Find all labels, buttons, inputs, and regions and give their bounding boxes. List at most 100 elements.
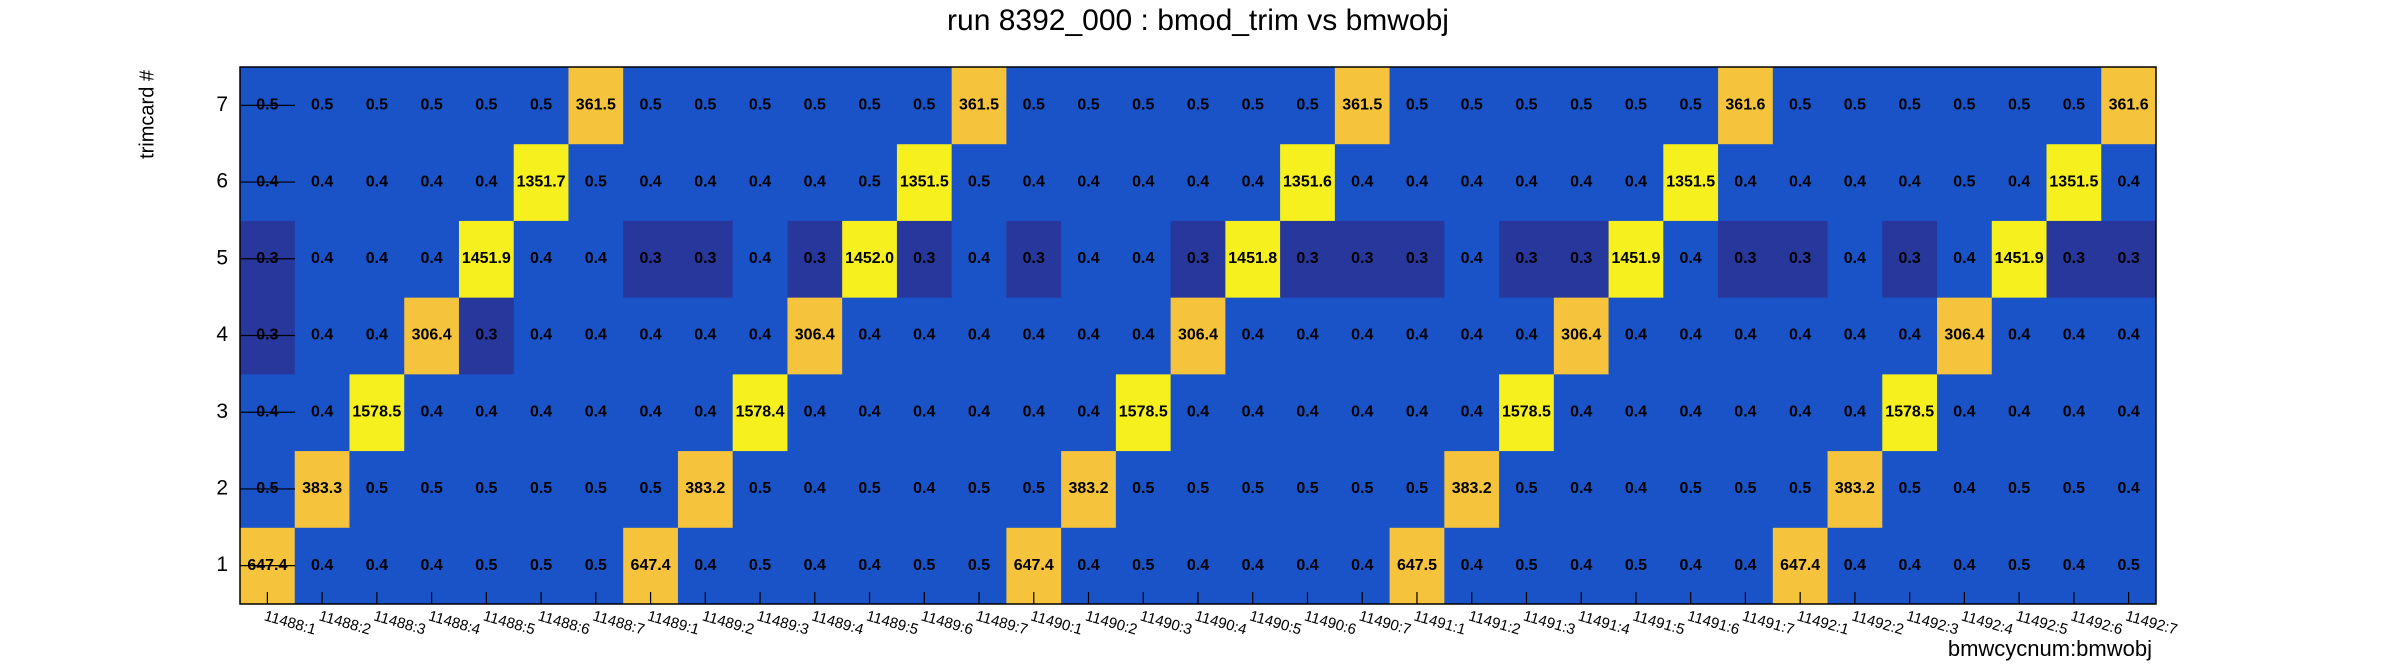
cell (2101, 527, 2157, 605)
cell-label: 0.5 (585, 173, 607, 190)
cell-label: 0.4 (1077, 557, 1099, 574)
cell (1280, 527, 1336, 605)
cell (458, 143, 515, 221)
cell-label: 0.5 (1187, 97, 1209, 114)
cell (349, 67, 405, 145)
cell (1663, 373, 1719, 452)
cell (1553, 373, 1610, 452)
cell (1937, 220, 1993, 298)
cell (623, 67, 679, 145)
cell-label: 0.5 (1734, 480, 1756, 497)
cell-label: 0.4 (1953, 480, 1975, 497)
x-tick-label: 11488:1 (262, 608, 318, 639)
cell (842, 67, 898, 145)
cell (294, 373, 350, 452)
cell-label: 0.4 (804, 403, 826, 420)
cell-label: 0.5 (1023, 480, 1045, 497)
cell (1115, 297, 1172, 375)
cell-label: 0.5 (530, 480, 552, 497)
cell-label: 0.4 (858, 557, 880, 574)
cell-label: 0.5 (1570, 97, 1592, 114)
cell-label: 0.3 (1515, 250, 1537, 267)
cell (1061, 373, 1117, 452)
cell-label: 0.4 (913, 480, 935, 497)
cell (1389, 527, 1445, 605)
cell (1280, 373, 1336, 452)
cell-label: 0.5 (1296, 480, 1318, 497)
cell (842, 450, 898, 528)
cell-label: 0.4 (530, 327, 552, 344)
cell (1499, 527, 1555, 605)
x-tick-label: 11489:5 (864, 608, 920, 639)
cell (1280, 450, 1336, 528)
cell-label: 0.5 (1023, 97, 1045, 114)
cell (842, 143, 898, 221)
cell-label: 1351.7 (517, 173, 566, 190)
cell (1061, 143, 1117, 221)
cell (732, 143, 788, 221)
cell (1553, 220, 1610, 298)
cell-label: 0.4 (1461, 173, 1483, 190)
x-tick-label: 11490:3 (1138, 608, 1194, 639)
cell (2046, 143, 2102, 221)
cell-label: 0.4 (1953, 557, 1975, 574)
cell (513, 450, 569, 528)
cell (1061, 450, 1117, 528)
cell (2101, 297, 2157, 375)
y-tick-label: 2 (216, 476, 228, 499)
cell (568, 143, 624, 221)
cell (568, 450, 624, 528)
cell-label: 0.4 (366, 173, 388, 190)
cell (294, 297, 350, 375)
cell-label: 0.5 (1899, 97, 1921, 114)
cell (1882, 67, 1938, 145)
cell (1608, 143, 1664, 221)
cell (404, 67, 460, 145)
cell (294, 67, 350, 145)
cell (896, 67, 953, 145)
cell-label: 306.4 (1561, 327, 1601, 344)
cell-label: 0.4 (1077, 403, 1099, 420)
cell-label: 0.3 (1406, 250, 1428, 267)
cell-label: 0.3 (1899, 250, 1921, 267)
cell (1827, 220, 1883, 298)
cell-label: 0.4 (749, 173, 771, 190)
cell (1499, 220, 1555, 298)
cell-label: 0.4 (749, 327, 771, 344)
cell-label: 0.3 (913, 250, 935, 267)
cell (404, 297, 460, 375)
x-tick-label: 11489:7 (974, 608, 1030, 639)
cell-label: 1578.5 (352, 403, 401, 420)
cell (951, 527, 1007, 605)
cell-label: 0.5 (475, 557, 497, 574)
cell (1444, 297, 1500, 375)
cell-label: 0.3 (475, 327, 497, 344)
cell-label: 361.5 (1342, 97, 1382, 114)
cell (568, 67, 624, 145)
y-tick-label: 3 (216, 400, 228, 423)
cell (1225, 297, 1281, 375)
cell-label: 0.4 (311, 403, 333, 420)
cell-label: 0.4 (585, 403, 607, 420)
cell (1334, 220, 1391, 298)
cell (568, 527, 624, 605)
cell (1389, 373, 1445, 452)
cell-label: 0.5 (1242, 480, 1264, 497)
cell (787, 220, 843, 298)
cell (951, 220, 1007, 298)
cell (1608, 220, 1664, 298)
cell-label: 0.4 (1844, 403, 1866, 420)
x-tick-label: 11490:5 (1248, 608, 1304, 639)
cell-label: 647.4 (631, 557, 671, 574)
cell-label: 0.5 (585, 480, 607, 497)
cell (2046, 297, 2102, 375)
cell-label: 0.4 (1515, 327, 1537, 344)
cell-label: 0.4 (694, 173, 716, 190)
cell (568, 297, 624, 375)
cell (1718, 450, 1774, 528)
cell (1499, 143, 1555, 221)
cell (404, 220, 460, 298)
cell-label: 0.4 (2008, 403, 2030, 420)
cell (1882, 373, 1938, 452)
cell-label: 0.5 (968, 557, 990, 574)
